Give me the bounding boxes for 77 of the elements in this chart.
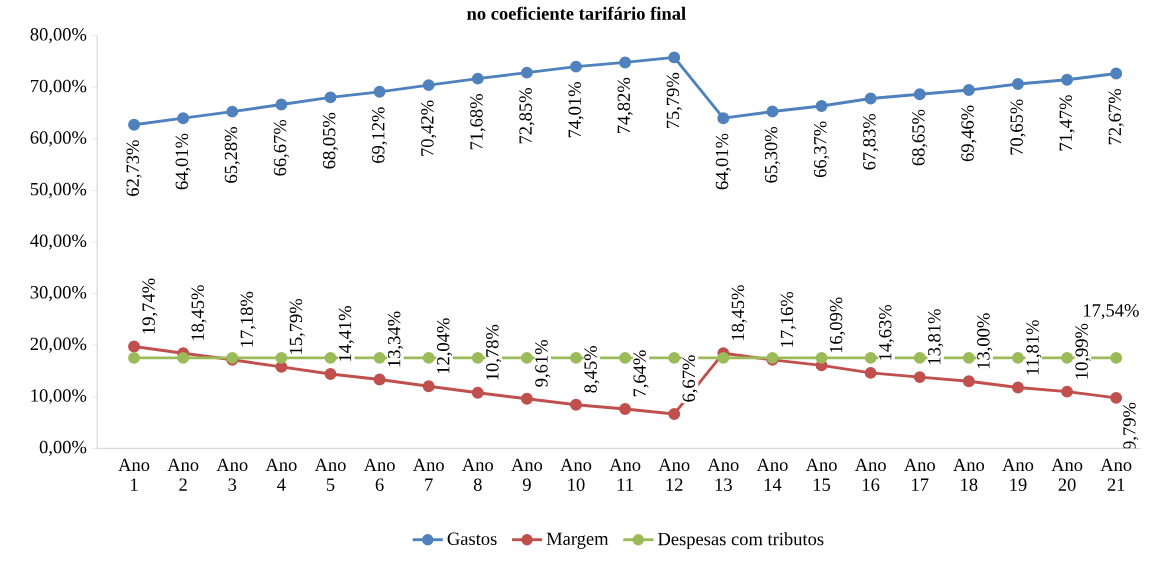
x-tick-label: Ano 9 [511,458,543,491]
y-tick-label: 20,00% [30,337,87,353]
x-tick-label: Ano 14 [756,458,788,491]
x-tick-label: Ano 11 [609,458,641,491]
x-tick-label: Ano 12 [658,458,690,491]
data-label: 6,67% [682,355,698,402]
data-label: 14,63% [878,304,895,360]
data-label: 7,64% [633,350,649,397]
data-label: 16,09% [829,297,845,353]
data-label: 18,45% [191,285,207,340]
y-tick-label: 0,00% [39,440,87,456]
data-label: 14,41% [338,305,354,361]
data-label: 72,67% [1108,88,1124,144]
data-label: 12,04% [436,318,453,373]
data-label: 68,05% [322,112,339,169]
data-label: 9,79% [1123,402,1139,450]
y-tick-label: 30,00% [30,285,87,301]
data-label: 17,54% [1083,303,1139,320]
x-tick-label: Ano 2 [167,458,199,491]
y-tick-label: 50,00% [30,182,87,198]
data-label: 64,01% [175,133,191,190]
data-label: 75,79% [666,72,682,128]
data-label: 68,65% [912,109,928,166]
data-label: 15,79% [289,298,305,354]
data-label: 19,74% [142,278,158,334]
x-tick-label: Ano 5 [314,458,346,491]
x-tick-label: Ano 8 [462,458,494,491]
data-label: 74,01% [568,81,584,138]
data-label: 69,46% [961,105,977,161]
data-label: 65,30% [764,126,781,183]
x-tick-label: Ano 13 [707,458,739,491]
y-tick-label: 70,00% [31,79,87,95]
x-tick-label: Ano 3 [216,458,248,491]
x-tick-label: Ano 19 [1002,458,1034,491]
data-label: 18,45% [731,285,747,340]
x-tick-label: Ano 4 [265,458,297,491]
data-label: 70,42% [421,100,437,156]
y-tick-label: 80,00% [30,27,87,44]
y-tick-label: 60,00% [30,131,87,147]
data-label: 65,28% [224,126,240,183]
data-label: 70,65% [1010,99,1026,155]
chart-title: no coeficiente tarifário final [467,6,686,20]
data-label: 11,81% [1026,319,1042,375]
data-label: 71,47% [1059,94,1075,151]
x-tick-label: Ano 20 [1051,458,1083,491]
legend-label: Gastos [447,532,497,545]
data-label: 13,34% [387,311,404,367]
data-label: 71,68% [470,93,486,150]
data-label: 72,85% [519,87,535,144]
data-label: 10,99% [1075,323,1091,379]
data-label: 13,00% [977,313,993,368]
x-tick-label: Ano 7 [412,458,444,491]
data-label: 74,82% [617,77,633,133]
data-label: 8,45% [584,345,600,393]
x-tick-label: Ano 17 [904,458,935,491]
x-tick-label: Ano 10 [560,458,592,491]
data-label: 69,12% [371,107,388,163]
x-tick-label: Ano 18 [953,458,985,491]
data-label: 66,67% [273,119,289,176]
x-tick-label: Ano 6 [363,458,395,491]
x-tick-label: Ano 16 [854,458,886,491]
data-label: 10,78% [486,324,502,380]
legend-label: Despesas com tributos [657,532,824,549]
data-label: 62,73% [126,140,142,196]
y-tick-label: 40,00% [30,234,87,250]
y-tick-label: 10,00% [31,388,87,405]
legend-label: Margem [546,532,609,549]
data-label: 17,16% [780,291,796,347]
data-label: 9,61% [535,339,551,387]
x-tick-label: Ano 15 [805,458,837,491]
data-label: 67,83% [863,113,879,170]
x-tick-label: Ano 21 [1100,458,1132,491]
data-label: 17,18% [240,291,256,347]
data-label: 64,01% [715,133,731,190]
data-label: 66,37% [813,121,830,177]
x-tick-label: Ano 1 [118,458,150,491]
data-label: 13,81% [928,308,944,364]
